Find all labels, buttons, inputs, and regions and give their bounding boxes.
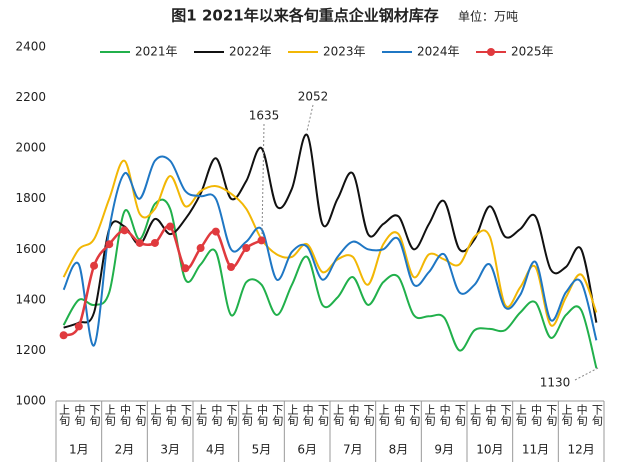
series-marker: [196, 244, 205, 253]
chart-title: 图1 2021年以来各旬重点企业钢材库存: [171, 7, 438, 25]
x-tick-label: 中旬: [393, 404, 406, 427]
legend-marker: [487, 48, 495, 56]
x-tick-label: 中旬: [575, 404, 588, 427]
legend-label: 2021年: [135, 45, 178, 59]
month-label: 10月: [476, 443, 503, 457]
x-tick-label: 上旬: [560, 404, 573, 427]
series-marker: [181, 264, 190, 273]
series-line: [63, 133, 598, 329]
x-tick-label: 下旬: [179, 404, 192, 427]
x-tick-label: 下旬: [590, 404, 603, 427]
series-marker: [166, 222, 175, 231]
y-tick-label: 1200: [15, 343, 46, 357]
x-tick-label: 中旬: [210, 404, 223, 427]
month-label: 7月: [343, 443, 363, 457]
unit-label: 单位：万吨: [458, 9, 518, 24]
x-tick-label: 上旬: [423, 404, 436, 427]
month-label: 9月: [434, 443, 454, 457]
x-tick-label: 中旬: [256, 404, 269, 427]
series-marker: [257, 236, 266, 245]
series-line: [62, 198, 598, 369]
x-tick-label: 下旬: [316, 404, 329, 427]
x-tick-label: 上旬: [58, 404, 71, 427]
x-tick-label: 上旬: [103, 404, 116, 427]
x-tick-label: 下旬: [88, 404, 101, 427]
y-tick-label: 1800: [15, 191, 46, 205]
x-tick-label: 下旬: [408, 404, 421, 427]
month-label: 1月: [69, 443, 89, 457]
x-tick-label: 上旬: [469, 404, 482, 427]
month-label: 11月: [522, 443, 549, 457]
x-tick-label: 下旬: [545, 404, 558, 427]
month-label: 2月: [115, 443, 135, 457]
x-tick-label: 中旬: [347, 404, 360, 427]
x-tick-label: 下旬: [453, 404, 466, 427]
x-tick-label: 下旬: [362, 404, 375, 427]
x-tick-label: 下旬: [225, 404, 238, 427]
y-tick-label: 2200: [15, 90, 46, 104]
x-tick-label: 中旬: [530, 404, 543, 427]
series-line: [62, 155, 598, 347]
series-marker: [59, 331, 68, 340]
month-label: 6月: [297, 443, 317, 457]
y-tick-label: 1000: [15, 394, 46, 408]
x-tick-label: 上旬: [332, 404, 345, 427]
x-tick-label: 下旬: [499, 404, 512, 427]
series-marker: [74, 322, 83, 331]
legend-label: 2025年: [511, 45, 554, 59]
x-tick-label: 下旬: [134, 404, 147, 427]
y-tick-label: 1400: [15, 292, 46, 306]
x-tick-label: 中旬: [438, 404, 451, 427]
x-tick-label: 中旬: [484, 404, 497, 427]
annotation-leader: [306, 104, 314, 132]
month-label: 5月: [252, 443, 272, 457]
x-tick-label: 中旬: [73, 404, 86, 427]
series-marker: [211, 227, 220, 236]
series-marker: [105, 240, 114, 249]
legend-label: 2023年: [323, 45, 366, 59]
month-label: 4月: [206, 443, 226, 457]
month-label: 8月: [389, 443, 409, 457]
annotation: 2052: [298, 90, 329, 104]
x-tick-label: 中旬: [119, 404, 132, 427]
legend-label: 2022年: [229, 45, 272, 59]
series-marker: [135, 238, 144, 247]
legend-label: 2024年: [417, 45, 460, 59]
y-tick-label: 1600: [15, 242, 46, 256]
y-tick-label: 2400: [15, 40, 46, 54]
x-tick-label: 上旬: [240, 404, 253, 427]
x-tick-label: 下旬: [271, 404, 284, 427]
series-marker: [120, 226, 129, 235]
series-line: [62, 224, 263, 337]
x-tick-label: 上旬: [514, 404, 527, 427]
x-tick-label: 中旬: [164, 404, 177, 427]
series-marker: [150, 238, 159, 247]
y-tick-label: 2000: [15, 141, 46, 155]
annotation: 1130: [540, 376, 571, 390]
series-marker: [242, 244, 251, 253]
series-marker: [90, 261, 99, 270]
x-tick-label: 上旬: [195, 404, 208, 427]
annotation-leader: [261, 123, 265, 236]
annotation-leader: [574, 367, 599, 381]
x-tick-label: 上旬: [149, 404, 162, 427]
x-tick-label: 上旬: [286, 404, 299, 427]
series-marker: [227, 262, 236, 271]
month-label: 12月: [568, 443, 595, 457]
x-tick-label: 上旬: [377, 404, 390, 427]
series-line: [62, 159, 598, 327]
month-label: 3月: [160, 443, 180, 457]
x-tick-label: 中旬: [301, 404, 314, 427]
annotation: 1635: [249, 109, 280, 123]
